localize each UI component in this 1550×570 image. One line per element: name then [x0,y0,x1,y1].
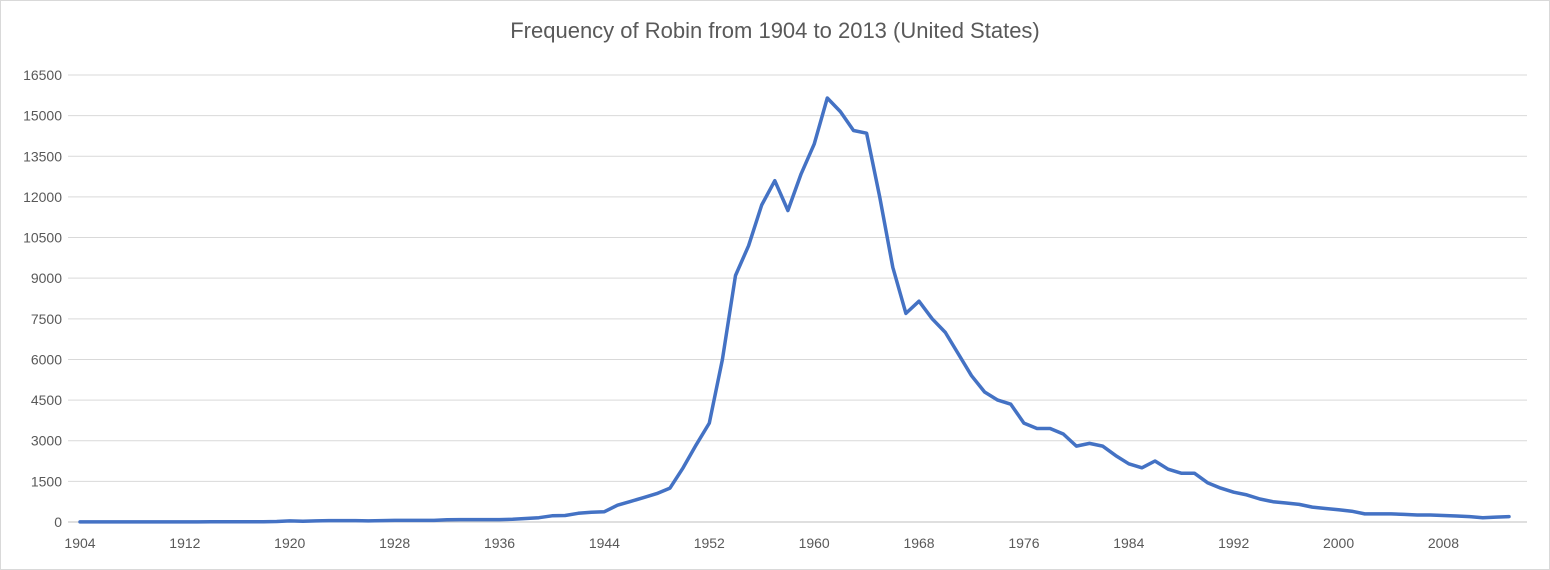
x-tick-label: 1968 [903,535,934,551]
y-tick-label: 10500 [23,230,62,246]
x-tick-label: 1976 [1008,535,1039,551]
y-axis-tick-labels: 0 1500 3000 4500 6000 7500 9000 10500 12000 13500… [23,67,62,530]
x-tick-label: 1984 [1113,535,1144,551]
y-tick-label: 1500 [31,473,62,489]
y-tick-label: 7500 [31,311,62,327]
y-tick-label: 3000 [31,433,62,449]
x-tick-label: 1960 [799,535,830,551]
x-tick-label: 1928 [379,535,410,551]
x-tick-label: 1944 [589,535,620,551]
x-tick-label: 1992 [1218,535,1249,551]
x-tick-label: 1904 [64,535,95,551]
y-tick-label: 6000 [31,351,62,367]
x-tick-label: 2008 [1428,535,1459,551]
x-tick-label: 1920 [274,535,305,551]
y-tick-label: 13500 [23,148,62,164]
x-tick-label: 2000 [1323,535,1354,551]
y-tick-label: 15000 [23,108,62,124]
x-axis-tick-labels: 1904 1912 1920 1928 1936 1944 1952 1960 1968 1976… [64,535,1459,551]
gridlines [68,74,1527,482]
y-tick-label: 16500 [23,67,62,83]
y-tick-label: 4500 [31,392,62,408]
x-tick-label: 1912 [169,535,200,551]
x-tick-label: 1936 [484,535,515,551]
chart-title: Frequency of Robin from 1904 to 2013 (Un… [510,18,1040,43]
y-tick-label: 9000 [31,270,62,286]
y-tick-label: 12000 [23,189,62,205]
y-tick-label: 0 [54,514,62,530]
x-tick-label: 1952 [694,535,725,551]
series-line [78,96,1511,524]
series-group [78,96,1511,524]
